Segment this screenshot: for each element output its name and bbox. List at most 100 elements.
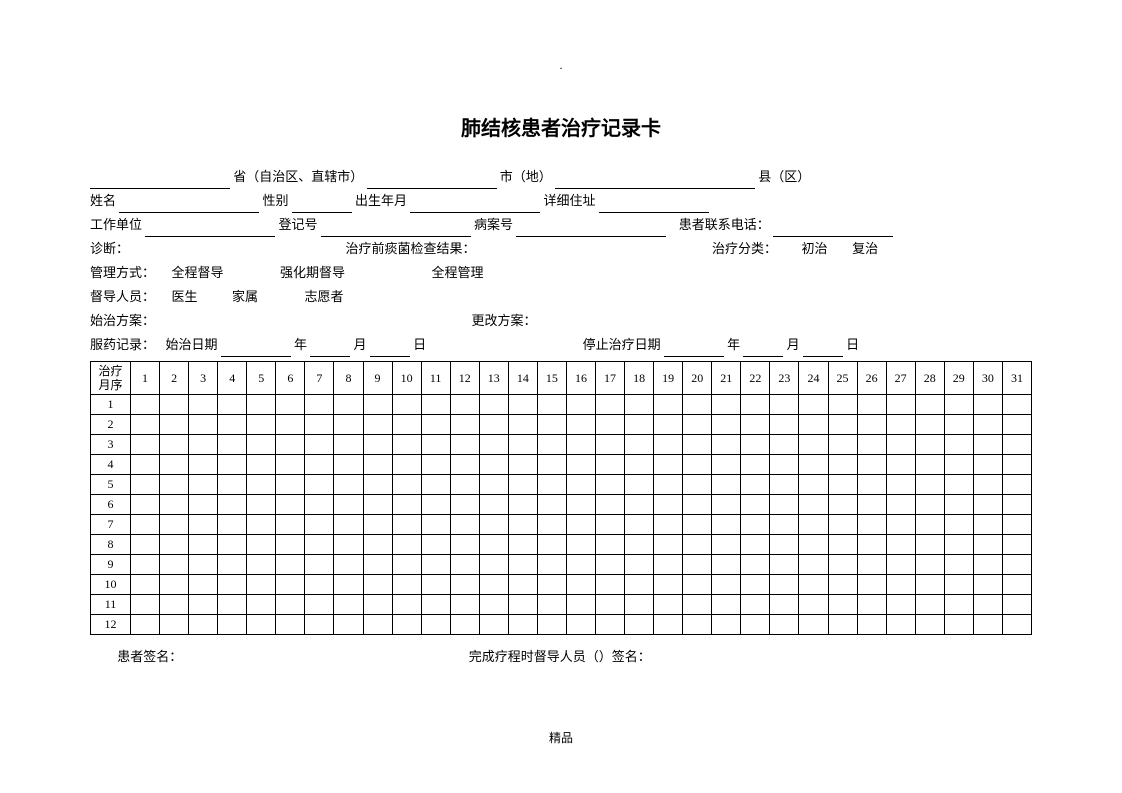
record-cell[interactable] (886, 435, 915, 455)
record-cell[interactable] (305, 515, 334, 535)
record-cell[interactable] (247, 455, 276, 475)
record-cell[interactable] (915, 535, 944, 555)
record-cell[interactable] (421, 535, 450, 555)
start-month-field[interactable] (310, 341, 350, 357)
record-cell[interactable] (566, 595, 595, 615)
record-cell[interactable] (537, 395, 566, 415)
record-cell[interactable] (421, 575, 450, 595)
record-cell[interactable] (857, 455, 886, 475)
record-cell[interactable] (973, 415, 1002, 435)
record-cell[interactable] (450, 595, 479, 615)
address-field[interactable] (599, 197, 709, 213)
supervisor-opt1[interactable]: 医生 (172, 289, 198, 304)
record-cell[interactable] (218, 515, 247, 535)
record-cell[interactable] (131, 575, 160, 595)
record-cell[interactable] (944, 475, 973, 495)
record-cell[interactable] (683, 535, 712, 555)
record-cell[interactable] (247, 415, 276, 435)
record-cell[interactable] (712, 575, 741, 595)
record-cell[interactable] (479, 495, 508, 515)
record-cell[interactable] (479, 395, 508, 415)
name-field[interactable] (119, 197, 259, 213)
record-cell[interactable] (334, 495, 363, 515)
record-cell[interactable] (596, 615, 625, 635)
record-cell[interactable] (741, 415, 770, 435)
record-cell[interactable] (421, 515, 450, 535)
record-cell[interactable] (131, 615, 160, 635)
record-cell[interactable] (828, 615, 857, 635)
record-cell[interactable] (654, 515, 683, 535)
record-cell[interactable] (915, 435, 944, 455)
record-cell[interactable] (218, 575, 247, 595)
record-cell[interactable] (508, 575, 537, 595)
record-cell[interactable] (537, 435, 566, 455)
record-cell[interactable] (537, 575, 566, 595)
record-cell[interactable] (712, 595, 741, 615)
record-cell[interactable] (218, 435, 247, 455)
record-cell[interactable] (276, 575, 305, 595)
record-cell[interactable] (508, 435, 537, 455)
record-cell[interactable] (160, 575, 189, 595)
record-cell[interactable] (799, 535, 828, 555)
record-cell[interactable] (596, 395, 625, 415)
record-cell[interactable] (421, 495, 450, 515)
record-cell[interactable] (683, 595, 712, 615)
record-cell[interactable] (654, 395, 683, 415)
record-cell[interactable] (857, 475, 886, 495)
record-cell[interactable] (479, 535, 508, 555)
record-cell[interactable] (160, 395, 189, 415)
record-cell[interactable] (363, 475, 392, 495)
record-cell[interactable] (1002, 435, 1031, 455)
record-cell[interactable] (683, 555, 712, 575)
record-cell[interactable] (799, 555, 828, 575)
stop-year-field[interactable] (664, 341, 724, 357)
record-cell[interactable] (770, 615, 799, 635)
record-cell[interactable] (334, 395, 363, 415)
record-cell[interactable] (596, 555, 625, 575)
record-cell[interactable] (305, 575, 334, 595)
record-cell[interactable] (334, 515, 363, 535)
record-cell[interactable] (1002, 595, 1031, 615)
record-cell[interactable] (683, 415, 712, 435)
record-cell[interactable] (421, 475, 450, 495)
record-cell[interactable] (566, 435, 595, 455)
record-cell[interactable] (654, 495, 683, 515)
regno-field[interactable] (321, 221, 471, 237)
record-cell[interactable] (363, 575, 392, 595)
record-cell[interactable] (654, 595, 683, 615)
record-cell[interactable] (421, 595, 450, 615)
record-cell[interactable] (363, 595, 392, 615)
record-cell[interactable] (450, 615, 479, 635)
record-cell[interactable] (479, 475, 508, 495)
record-cell[interactable] (508, 455, 537, 475)
mgmt-opt2[interactable]: 强化期督导 (280, 265, 345, 280)
record-cell[interactable] (683, 395, 712, 415)
record-cell[interactable] (508, 415, 537, 435)
record-cell[interactable] (857, 395, 886, 415)
record-cell[interactable] (799, 455, 828, 475)
record-cell[interactable] (857, 495, 886, 515)
record-cell[interactable] (305, 435, 334, 455)
record-cell[interactable] (799, 475, 828, 495)
record-cell[interactable] (131, 395, 160, 415)
record-cell[interactable] (625, 595, 654, 615)
record-cell[interactable] (886, 535, 915, 555)
record-cell[interactable] (683, 495, 712, 515)
record-cell[interactable] (741, 455, 770, 475)
record-cell[interactable] (247, 575, 276, 595)
record-cell[interactable] (944, 575, 973, 595)
record-cell[interactable] (247, 495, 276, 515)
record-cell[interactable] (886, 495, 915, 515)
record-cell[interactable] (799, 415, 828, 435)
record-cell[interactable] (944, 395, 973, 415)
record-cell[interactable] (160, 415, 189, 435)
record-cell[interactable] (218, 595, 247, 615)
record-cell[interactable] (305, 395, 334, 415)
record-cell[interactable] (944, 495, 973, 515)
record-cell[interactable] (1002, 515, 1031, 535)
record-cell[interactable] (770, 395, 799, 415)
record-cell[interactable] (973, 595, 1002, 615)
record-cell[interactable] (247, 555, 276, 575)
record-cell[interactable] (770, 455, 799, 475)
record-cell[interactable] (828, 575, 857, 595)
